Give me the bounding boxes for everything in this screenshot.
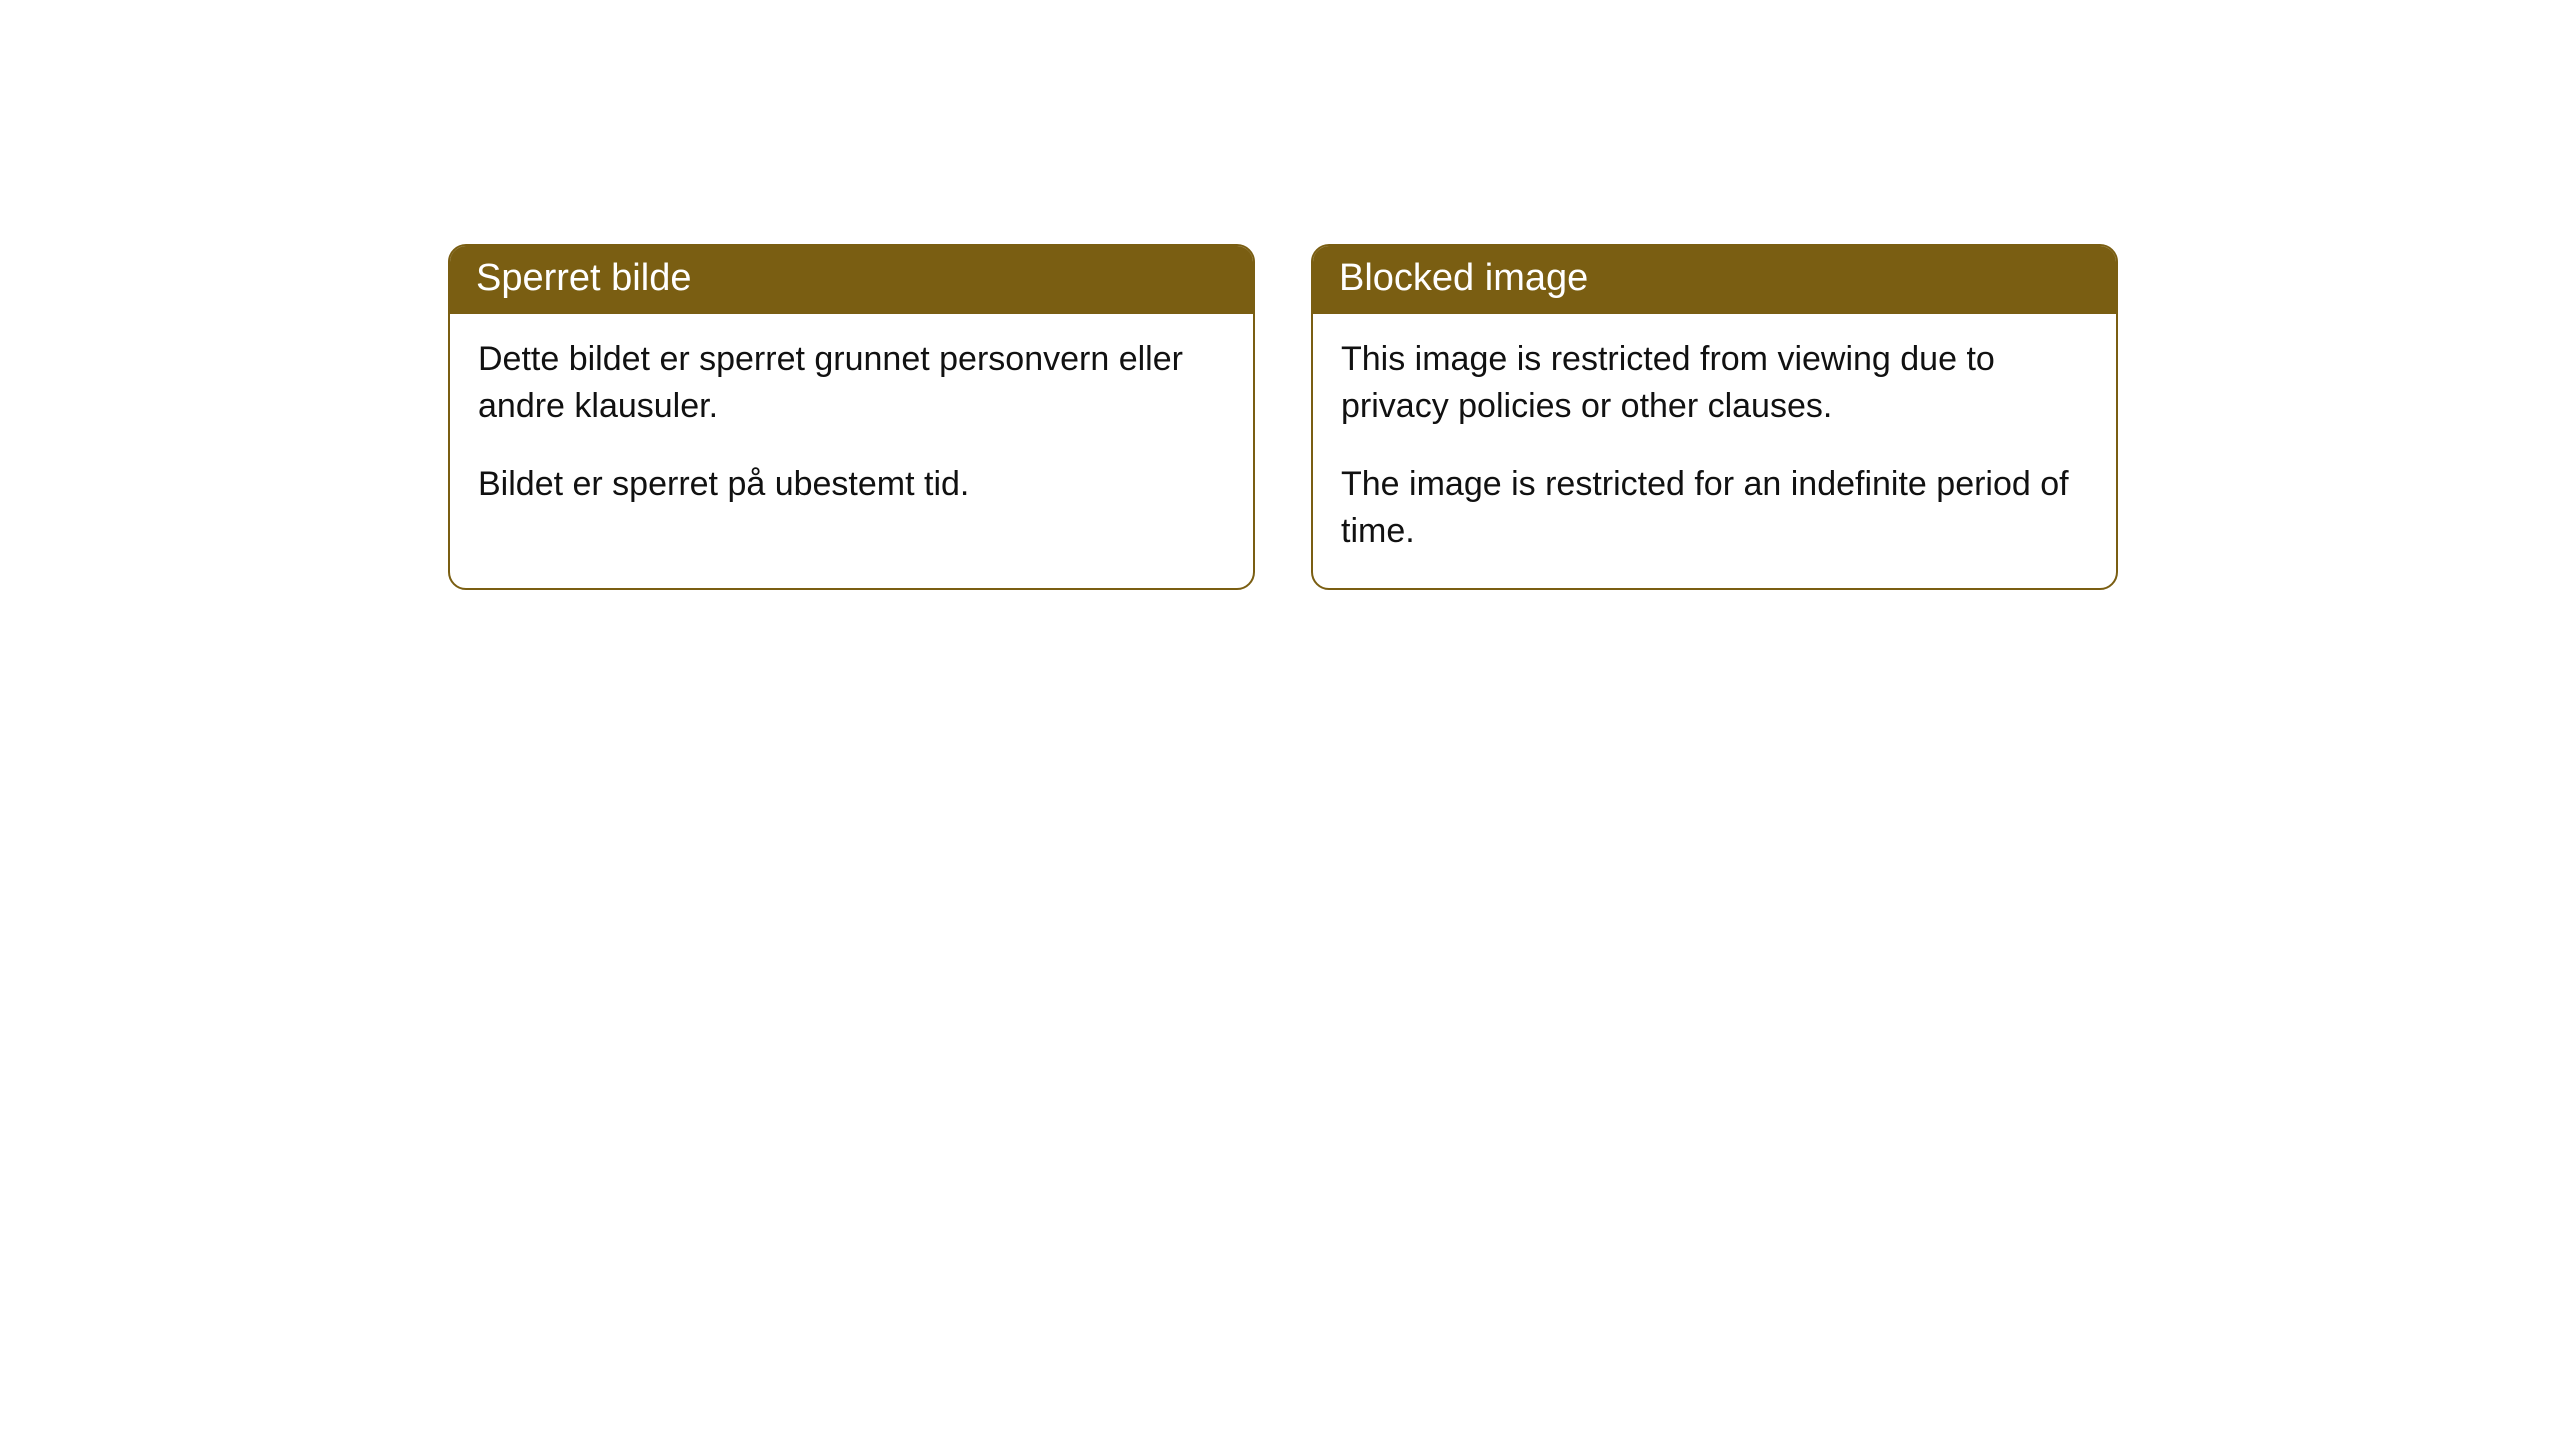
notice-body-norwegian: Dette bildet er sperret grunnet personve… (450, 314, 1253, 541)
notice-paragraph: The image is restricted for an indefinit… (1341, 461, 2088, 556)
notice-container: Sperret bilde Dette bildet er sperret gr… (448, 244, 2118, 590)
notice-paragraph: This image is restricted from viewing du… (1341, 336, 2088, 431)
notice-paragraph: Bildet er sperret på ubestemt tid. (478, 461, 1225, 509)
notice-header-english: Blocked image (1313, 246, 2116, 314)
notice-card-norwegian: Sperret bilde Dette bildet er sperret gr… (448, 244, 1255, 590)
notice-header-norwegian: Sperret bilde (450, 246, 1253, 314)
notice-body-english: This image is restricted from viewing du… (1313, 314, 2116, 588)
notice-card-english: Blocked image This image is restricted f… (1311, 244, 2118, 590)
notice-paragraph: Dette bildet er sperret grunnet personve… (478, 336, 1225, 431)
